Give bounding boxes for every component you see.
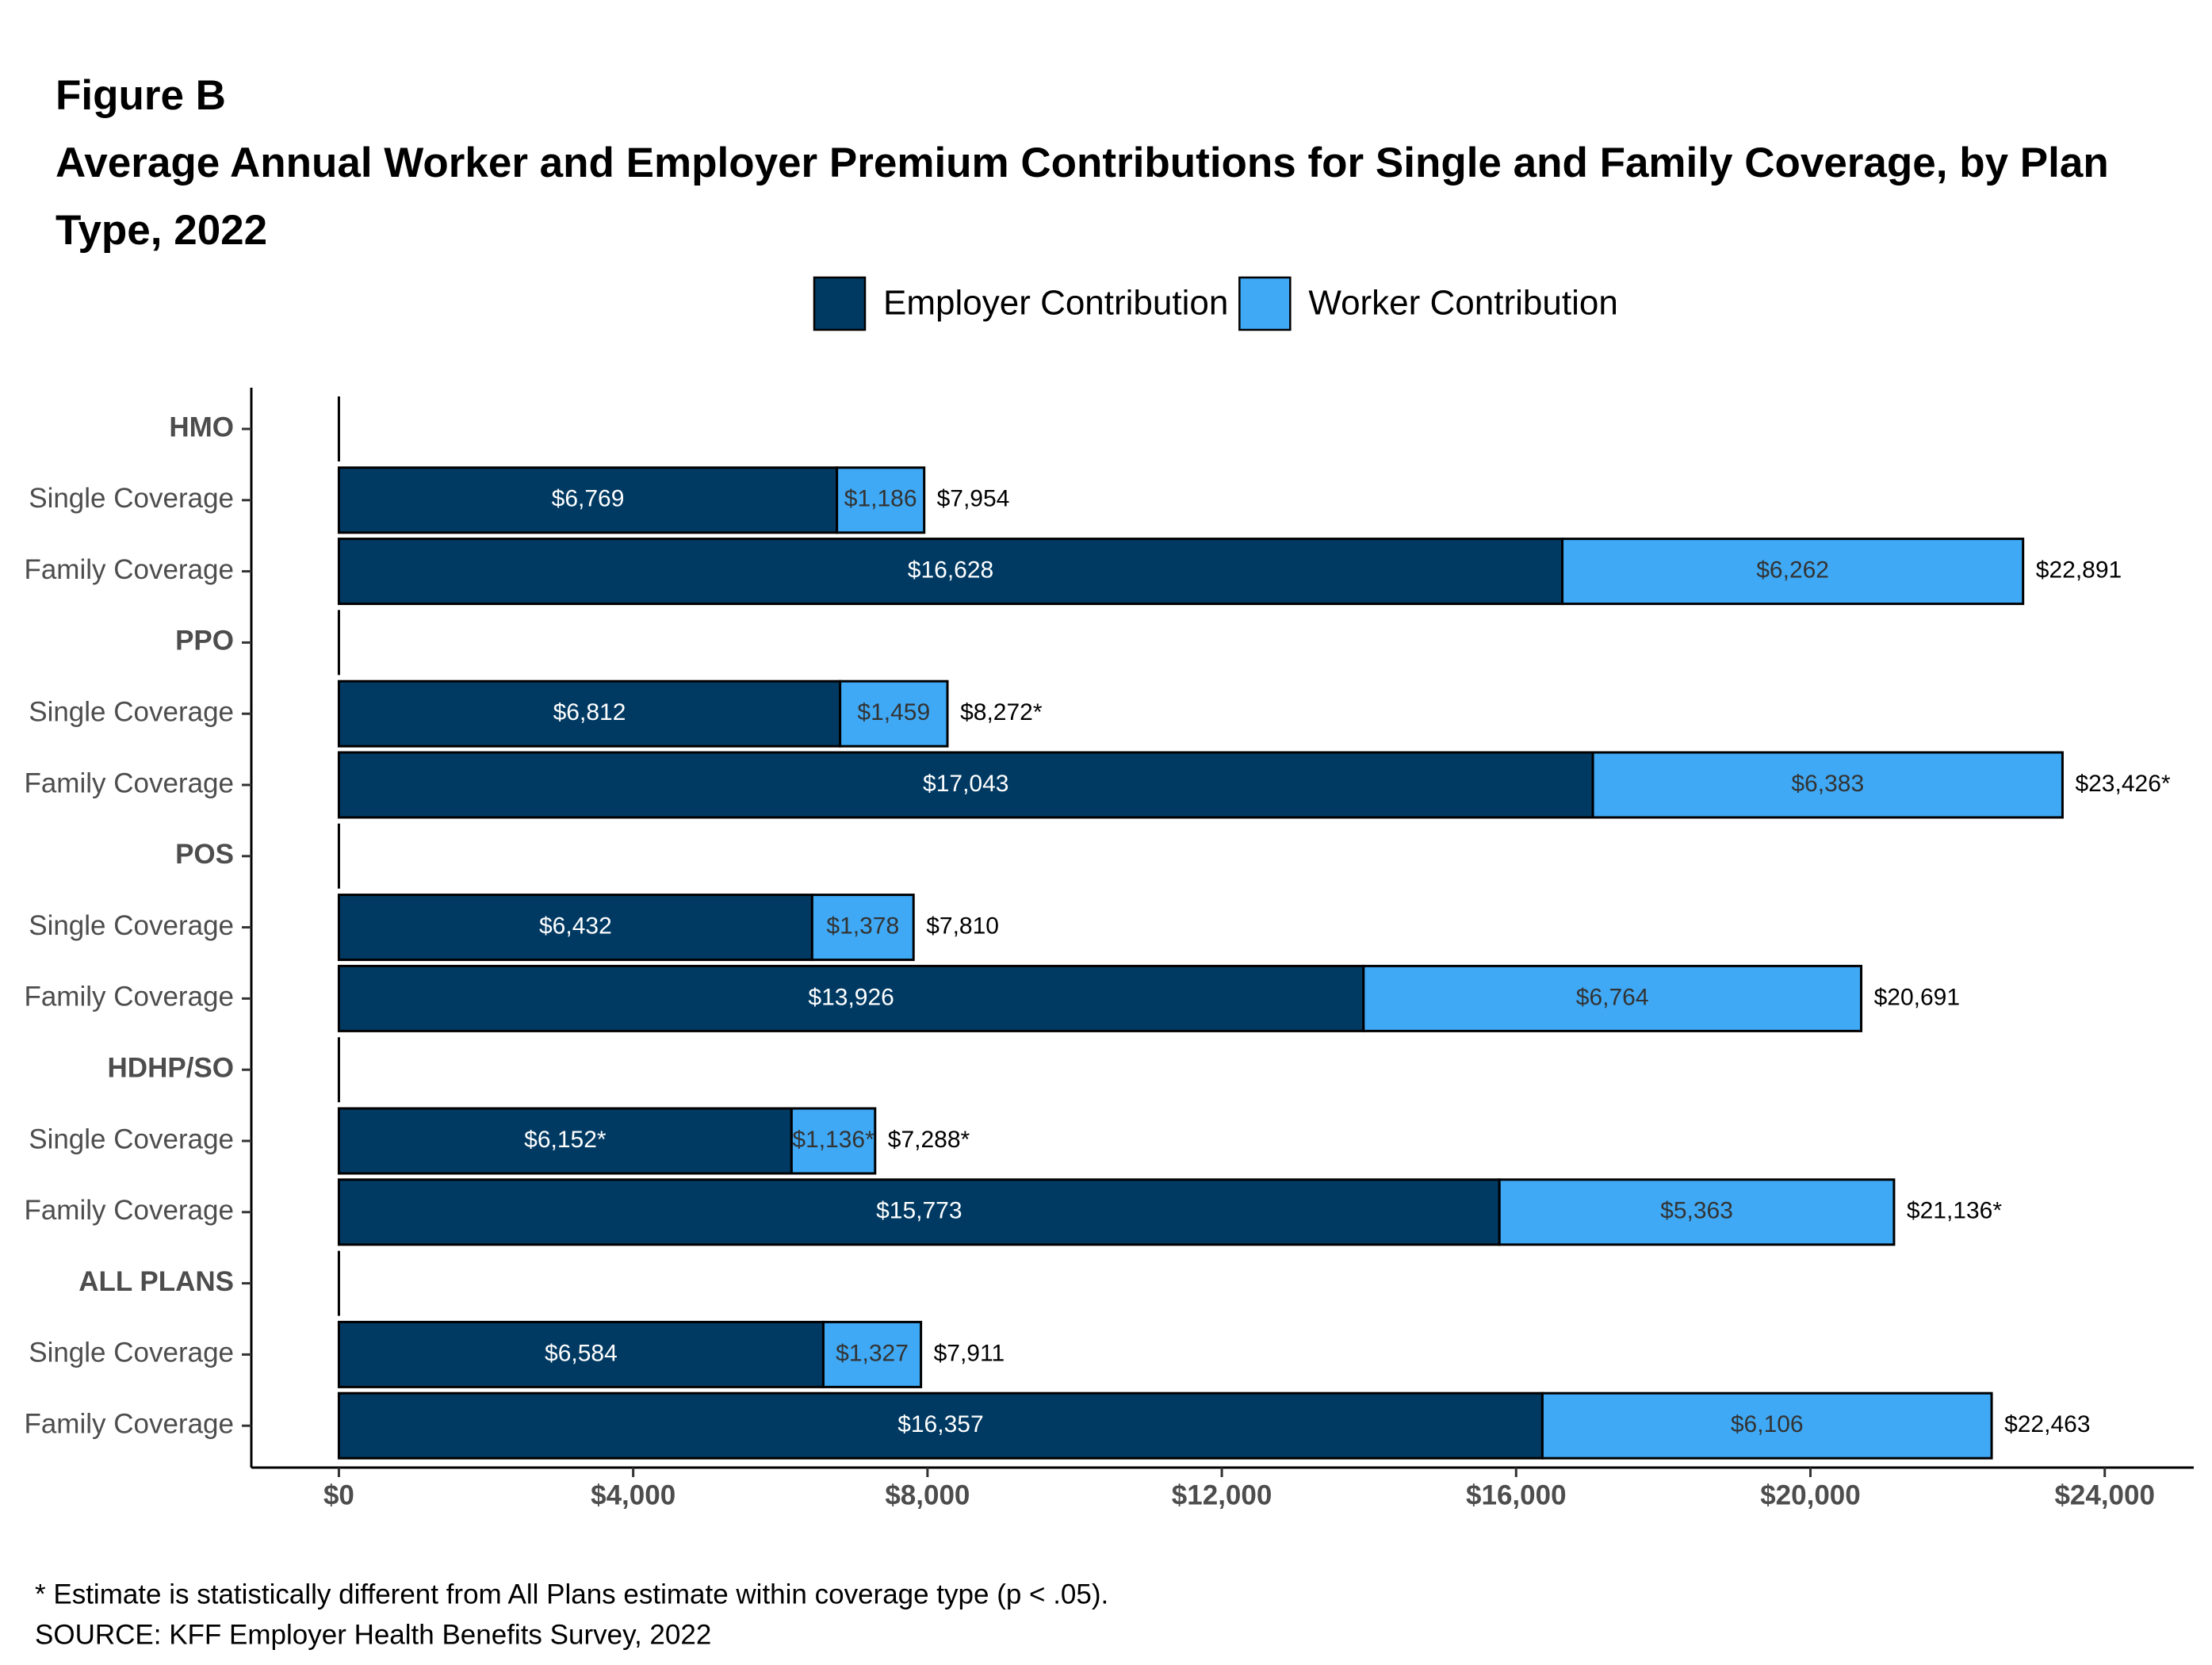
total-label: $23,426* (2075, 771, 2170, 797)
bar-value-label: $6,432 (539, 913, 612, 940)
legend-label: Employer Contribution (883, 284, 1228, 323)
bar-value-label: $1,136* (792, 1127, 874, 1153)
bar-segment (1561, 538, 2025, 606)
x-tick-label: $8,000 (885, 1479, 970, 1510)
y-tick-label: Family Coverage (24, 767, 234, 798)
legend-label: Worker Contribution (1308, 284, 1617, 323)
y-tick-label: Single Coverage (29, 696, 234, 727)
total-label: $7,288* (888, 1127, 970, 1153)
x-tick-label: $0 (323, 1479, 354, 1510)
footnote: SOURCE: KFF Employer Health Benefits Sur… (35, 1619, 711, 1650)
group-label: POS (175, 839, 234, 870)
x-tick-label: $12,000 (1172, 1479, 1272, 1510)
bar-segment (337, 894, 813, 962)
bar-segment (337, 466, 839, 534)
bar-value-label: $1,186 (844, 486, 917, 512)
bar-segment (810, 894, 915, 962)
bar-value-label: $15,773 (876, 1198, 962, 1224)
bar-value-label: $1,459 (857, 699, 930, 725)
y-tick-label: Single Coverage (29, 910, 234, 941)
bar-segment (839, 679, 949, 748)
bar-value-label: $6,769 (552, 486, 625, 512)
bar-segment (1540, 1391, 1993, 1460)
bar-segment (337, 679, 842, 748)
total-label: $7,911 (934, 1340, 1005, 1366)
group-label: HDHP/SO (108, 1052, 234, 1083)
group-label: HMO (169, 411, 234, 442)
total-label: $21,136* (1907, 1198, 2002, 1224)
bar-value-label: $6,584 (545, 1340, 618, 1366)
bar-segment (337, 1107, 793, 1175)
figure-label: Figure B (55, 72, 226, 119)
bar-segment (836, 466, 926, 534)
bar-segment (1498, 1178, 1896, 1246)
group-label: ALL PLANS (78, 1266, 234, 1297)
y-tick-label: Family Coverage (24, 982, 234, 1012)
bar-value-label: $6,106 (1731, 1411, 1804, 1437)
y-tick-label: Single Coverage (29, 483, 234, 514)
bar-value-label: $6,383 (1791, 771, 1864, 797)
bar-segment (821, 1320, 923, 1388)
y-tick-label: Single Coverage (29, 1338, 234, 1368)
bar-value-label: $6,262 (1756, 557, 1829, 584)
bar-segment (1591, 751, 2064, 819)
bar-segment (337, 538, 1564, 606)
y-tick-label: Single Coverage (29, 1123, 234, 1154)
bar-value-label: $6,152* (524, 1127, 607, 1153)
bar-value-label: $16,357 (897, 1411, 983, 1437)
y-tick-label: Family Coverage (24, 1408, 234, 1439)
bar-segment (337, 1178, 1501, 1246)
total-label: $8,272* (960, 699, 1043, 725)
chart-title: Average Annual Worker and Employer Premi… (55, 140, 2109, 254)
total-label: $22,463 (2004, 1411, 2090, 1437)
total-label: $7,810 (926, 913, 999, 940)
x-tick-label: $24,000 (2054, 1479, 2155, 1510)
bar-value-label: $6,812 (553, 699, 626, 725)
group-label: PPO (175, 626, 234, 656)
bar-value-label: $13,926 (808, 984, 894, 1010)
legend-swatch (813, 276, 867, 331)
header: Figure B Average Annual Worker and Emplo… (55, 62, 2180, 264)
bar-segment (337, 751, 1594, 819)
x-tick-label: $16,000 (1466, 1479, 1567, 1510)
bar-value-label: $1,378 (826, 913, 899, 940)
total-label: $7,954 (937, 486, 1010, 512)
bar-value-label: $1,327 (836, 1340, 909, 1366)
bar-value-label: $17,043 (923, 771, 1008, 797)
total-label: $20,691 (1874, 984, 1960, 1010)
bar-segment (1362, 964, 1863, 1032)
legend-swatch (1238, 276, 1292, 331)
total-label: $22,891 (2036, 557, 2122, 584)
footnote: * Estimate is statistically different fr… (35, 1579, 1108, 1610)
bar-value-label: $5,363 (1660, 1198, 1733, 1224)
bar-value-label: $16,628 (908, 557, 993, 584)
bar-segment (790, 1107, 877, 1175)
y-tick-label: Family Coverage (24, 554, 234, 585)
x-tick-label: $20,000 (1760, 1479, 1861, 1510)
x-tick-label: $4,000 (591, 1479, 675, 1510)
y-tick-label: Family Coverage (24, 1195, 234, 1226)
bar-value-label: $6,764 (1576, 984, 1649, 1010)
